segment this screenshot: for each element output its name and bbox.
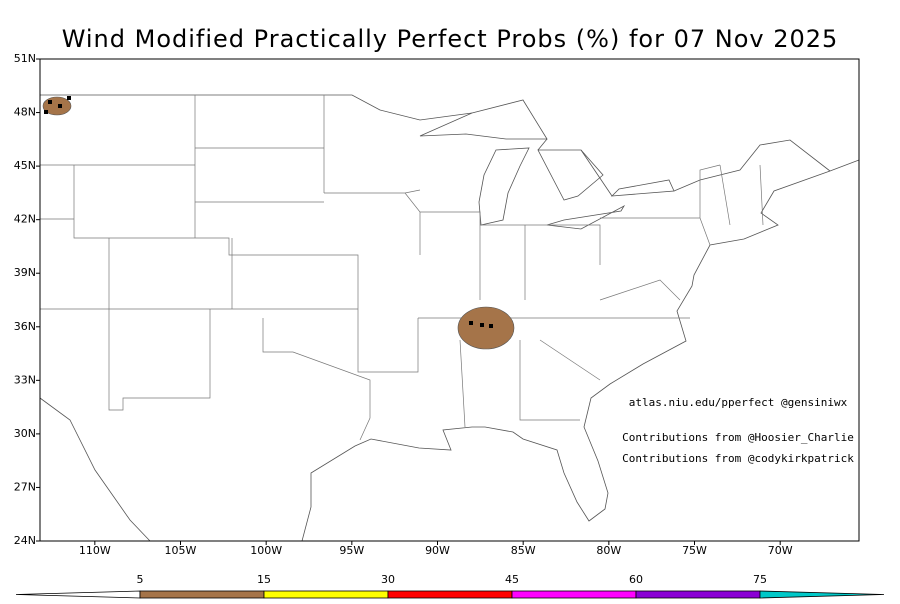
y-tick-label: 24N [14, 534, 36, 547]
axes: 110W 105W 100W 95W 90W 85W 80W 75W 70W 51N 48N 45N 4… [14, 52, 793, 557]
y-tick-label: 39N [14, 266, 36, 279]
report-marker [48, 100, 52, 104]
map-frame [39, 58, 860, 542]
colorbar-label: 15 [257, 573, 271, 586]
lake-erie [546, 204, 626, 230]
y-tick-label: 48N [14, 106, 36, 119]
colorbar-segment [263, 590, 389, 599]
x-tick-label: 105W [165, 544, 197, 557]
probability-area [457, 306, 515, 350]
report-marker [44, 110, 48, 114]
y-tick-label: 27N [14, 480, 36, 493]
colorbar-segment [635, 590, 761, 599]
lake-michigan [478, 147, 530, 226]
y-tick-label: 42N [14, 213, 36, 226]
colorbar-extension [759, 590, 885, 599]
colorbar-segment [387, 590, 513, 599]
map-geography [39, 94, 860, 542]
report-marker [469, 321, 473, 325]
annotation: atlas.niu.edu/pperfect @gensiniwx [629, 396, 848, 409]
colorbar-segment [511, 590, 637, 599]
annotation: Contributions from @codykirkpatrick [622, 452, 854, 465]
report-marker [67, 96, 71, 100]
colorbar-segment [139, 590, 265, 599]
colorbar-extension [15, 590, 141, 599]
canada-border [40, 94, 831, 197]
lake-huron [537, 149, 604, 201]
annotation: Contributions from @Hoosier_Charlie [622, 431, 854, 444]
mexico-coast [39, 397, 151, 542]
y-tick-label: 45N [14, 159, 36, 172]
x-tick-label: 90W [425, 544, 450, 557]
x-tick-label: 80W [596, 544, 621, 557]
x-tick-label: 70W [768, 544, 793, 557]
colorbar-label: 75 [753, 573, 767, 586]
x-tick-label: 85W [511, 544, 536, 557]
x-tick-label: 95W [339, 544, 364, 557]
report-marker [58, 104, 62, 108]
colorbar-label: 60 [629, 573, 643, 586]
report-marker [480, 323, 484, 327]
colorbar-label: 5 [137, 573, 144, 586]
colorbar-label: 30 [381, 573, 395, 586]
title: Wind Modified Practically Perfect Probs … [62, 25, 839, 53]
y-tick-label: 33N [14, 373, 36, 386]
x-tick-label: 75W [682, 544, 707, 557]
y-tick-label: 30N [14, 427, 36, 440]
y-tick-label: 51N [14, 52, 36, 65]
colorbar-label: 45 [505, 573, 519, 586]
state-lines [40, 95, 764, 441]
report-marker [489, 324, 493, 328]
x-tick-label: 100W [250, 544, 282, 557]
lake-superior [419, 99, 548, 140]
colorbar: 5 15 30 45 60 75 [15, 573, 885, 599]
y-tick-label: 36N [14, 320, 36, 333]
x-tick-label: 110W [79, 544, 111, 557]
probability-areas [42, 96, 515, 350]
coastline [301, 159, 860, 542]
lake-ontario [610, 179, 675, 197]
